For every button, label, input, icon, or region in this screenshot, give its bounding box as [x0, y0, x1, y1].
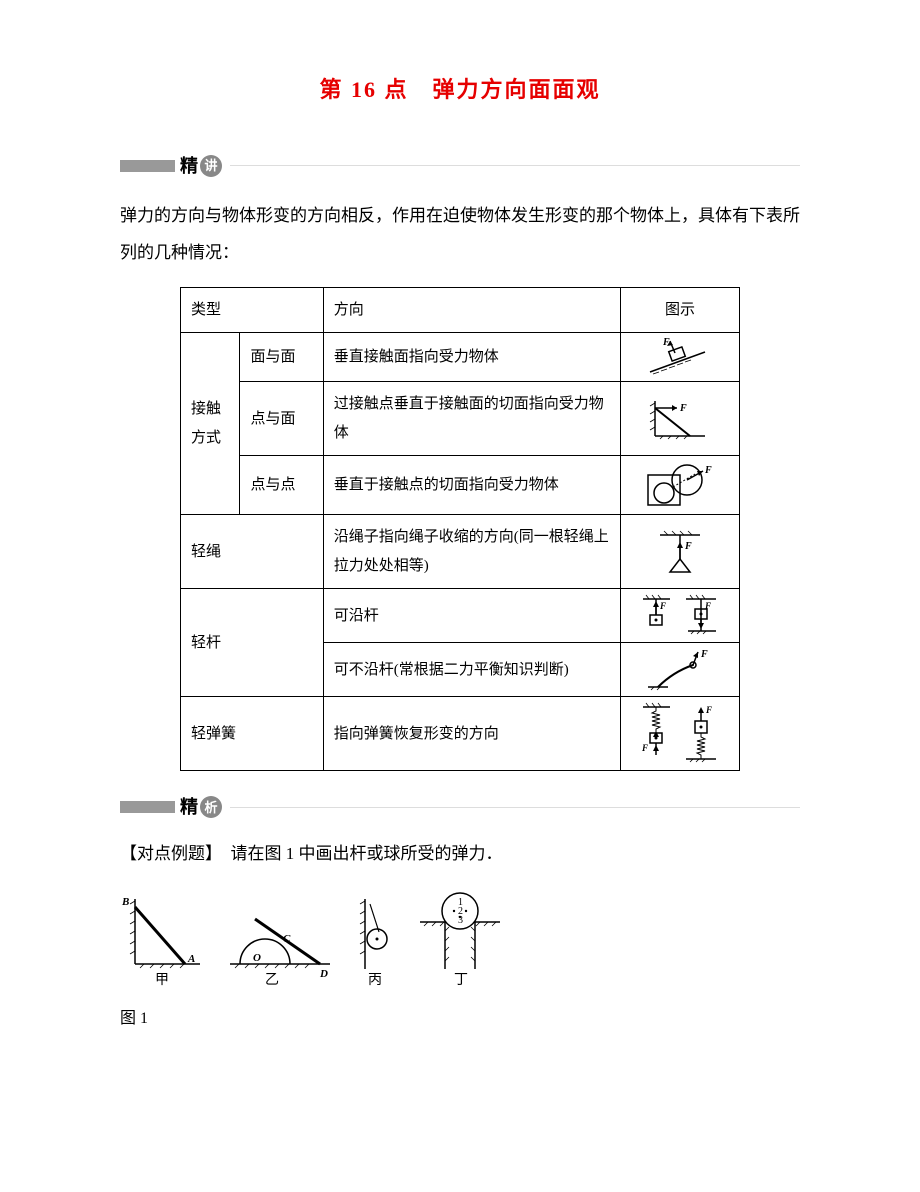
svg-text:F: F: [679, 403, 687, 414]
point-point-icon: F: [643, 460, 718, 510]
desc-cell: 指向弹簧恢复形变的方向: [323, 697, 620, 771]
sub-type-cell: 面与面: [240, 333, 323, 382]
section-header-jing-jiang: 精 讲: [120, 150, 800, 182]
badge-icon: 析: [200, 796, 222, 818]
header-type: 类型: [181, 287, 324, 333]
svg-text:F: F: [704, 601, 711, 611]
table-header-row: 类型 方向 图示: [181, 287, 740, 333]
main-type-cell: 轻弹簧: [181, 697, 324, 771]
sub-type-cell: 点与面: [240, 382, 323, 456]
spring-icon: F F: [638, 701, 723, 766]
table-row: 轻弹簧 指向弹簧恢复形变的方向 F: [181, 697, 740, 771]
section-label: 精: [180, 791, 198, 823]
svg-text:甲: 甲: [155, 973, 169, 988]
svg-text:A: A: [187, 953, 195, 965]
point-surface-icon: F: [645, 396, 715, 441]
desc-cell: 垂直于接触点的切面指向受力物体: [323, 456, 620, 515]
sub-type-cell: 点与点: [240, 456, 323, 515]
figure-diagrams-icon: B A 甲 C O D 乙 丙: [120, 889, 510, 989]
svg-text:F: F: [700, 649, 708, 660]
svg-text:C: C: [283, 933, 291, 945]
desc-cell: 可沿杆: [323, 589, 620, 643]
diagram-cell-3: F: [621, 456, 740, 515]
diagram-cell-2: F: [621, 382, 740, 456]
main-type-cell: 轻杆: [181, 589, 324, 697]
figure-caption: 图 1: [120, 1005, 800, 1034]
table-row: 接触方式 面与面 垂直接触面指向受力物体 F: [181, 333, 740, 382]
desc-cell: 过接触点垂直于接触面的切面指向受力物体: [323, 382, 620, 456]
diagram-cell-6: F F: [621, 697, 740, 771]
figure-1: B A 甲 C O D 乙 丙: [120, 889, 800, 1034]
svg-text:O: O: [253, 952, 261, 964]
svg-text:乙: 乙: [265, 972, 279, 988]
table-row: 轻杆 可沿杆 F: [181, 589, 740, 643]
table-row: 点与面 过接触点垂直于接触面的切面指向受力物体 F: [181, 382, 740, 456]
svg-text:F: F: [659, 601, 666, 611]
svg-text:丁: 丁: [454, 973, 468, 988]
diagram-cell-5a: F F: [621, 589, 740, 643]
intro-paragraph: 弹力的方向与物体形变的方向相反，作用在迫使物体发生形变的那个物体上，具体有下表所…: [120, 197, 800, 272]
svg-text:F: F: [641, 743, 648, 753]
desc-cell: 沿绳子指向绳子收缩的方向(同一根轻绳上拉力处处相等): [323, 515, 620, 589]
gray-bar-icon: [120, 801, 175, 813]
svg-text:F: F: [704, 465, 712, 476]
example-problem: 【对点例题】 请在图 1 中画出杆或球所受的弹力．: [120, 839, 800, 870]
section-header-jing-xi: 精 析: [120, 791, 800, 823]
header-direction: 方向: [323, 287, 620, 333]
elastic-force-table: 类型 方向 图示 接触方式 面与面 垂直接触面指向受力物体 F 点与面 过接触点…: [180, 287, 740, 772]
divider-line: [230, 807, 800, 808]
incline-block-icon: F: [645, 337, 715, 377]
section-label: 精: [180, 150, 198, 182]
svg-text:F: F: [662, 337, 670, 348]
rod-not-along-icon: F: [643, 647, 718, 692]
svg-text:F: F: [684, 541, 692, 552]
header-diagram: 图示: [621, 287, 740, 333]
badge-icon: 讲: [200, 155, 222, 177]
diagram-cell-1: F: [621, 333, 740, 382]
svg-text:丙: 丙: [368, 973, 382, 988]
table-row: 轻绳 沿绳子指向绳子收缩的方向(同一根轻绳上拉力处处相等) F: [181, 515, 740, 589]
main-type-cell: 轻绳: [181, 515, 324, 589]
divider-line: [230, 165, 800, 166]
rod-along-icon: F F: [638, 593, 723, 638]
table-row: 点与点 垂直于接触点的切面指向受力物体 F: [181, 456, 740, 515]
diagram-cell-4: F: [621, 515, 740, 589]
contact-method-cell: 接触方式: [181, 333, 240, 515]
svg-text:B: B: [121, 896, 129, 908]
desc-cell: 可不沿杆(常根据二力平衡知识判断): [323, 643, 620, 697]
rope-icon: F: [650, 527, 710, 577]
svg-text:F: F: [705, 705, 712, 715]
svg-text:D: D: [319, 968, 328, 980]
page-title: 第 16 点 弹力方向面面观: [120, 70, 800, 110]
gray-bar-icon: [120, 160, 175, 172]
diagram-cell-5b: F: [621, 643, 740, 697]
desc-cell: 垂直接触面指向受力物体: [323, 333, 620, 382]
